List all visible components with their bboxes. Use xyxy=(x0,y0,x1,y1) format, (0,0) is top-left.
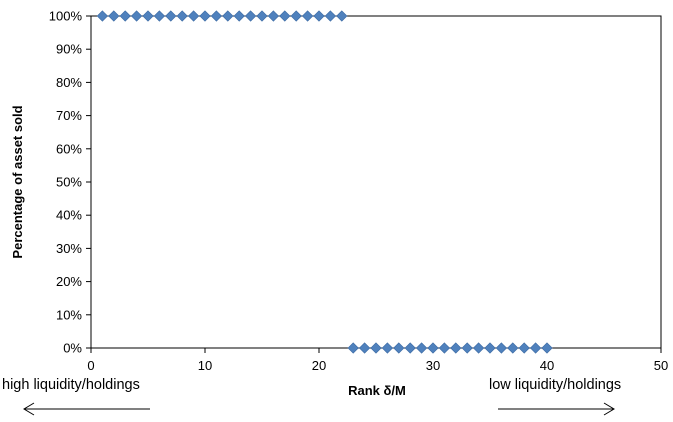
x-tick-label: 10 xyxy=(198,358,212,373)
data-point xyxy=(484,342,496,354)
data-point xyxy=(347,342,359,354)
plot-area xyxy=(90,15,662,349)
y-tick-label: 60% xyxy=(56,141,82,156)
x-tick-label: 50 xyxy=(654,358,668,373)
data-point xyxy=(290,10,302,22)
y-tick-label: 40% xyxy=(56,208,82,223)
data-point xyxy=(142,10,154,22)
data-point xyxy=(450,342,462,354)
data-point xyxy=(472,342,485,354)
data-point xyxy=(495,342,508,354)
y-tick-label: 90% xyxy=(56,42,82,57)
data-point xyxy=(256,10,268,22)
data-point xyxy=(176,10,188,22)
y-tick-label: 0% xyxy=(63,341,82,356)
y-tick-label: 70% xyxy=(56,108,82,123)
y-tick-label: 10% xyxy=(56,307,82,322)
data-point xyxy=(415,342,428,354)
data-point xyxy=(165,10,177,22)
data-point xyxy=(438,342,451,354)
y-tick-label: 30% xyxy=(56,241,82,256)
data-point xyxy=(529,342,542,354)
y-axis-title: Percentage of asset sold xyxy=(10,105,25,258)
data-point xyxy=(313,10,325,22)
y-tick-label: 100% xyxy=(49,9,83,24)
data-point xyxy=(336,10,348,22)
data-point xyxy=(370,342,382,354)
data-point xyxy=(233,10,245,22)
annotation-high-liquidity: high liquidity/holdings xyxy=(2,377,140,393)
x-tick-label: 0 xyxy=(87,358,94,373)
y-tick-label: 50% xyxy=(56,175,82,190)
right-arrow-icon xyxy=(498,402,615,416)
x-tick-label: 20 xyxy=(312,358,326,373)
data-point xyxy=(108,10,120,22)
data-point xyxy=(393,342,405,354)
data-series xyxy=(96,10,553,354)
data-point xyxy=(279,10,291,22)
data-point xyxy=(381,342,394,354)
data-point xyxy=(427,342,439,354)
data-point xyxy=(199,10,211,22)
data-point xyxy=(358,342,371,354)
x-axis-title: Rank δ/M xyxy=(348,383,406,398)
data-point xyxy=(301,10,314,22)
x-axis-ticks: 0 10 20 30 40 50 xyxy=(87,348,668,373)
y-tick-label: 80% xyxy=(56,75,82,90)
left-arrow-icon xyxy=(23,402,150,416)
data-point xyxy=(222,10,234,22)
data-point xyxy=(461,342,473,354)
data-point xyxy=(324,10,337,22)
data-point xyxy=(187,10,200,22)
data-point xyxy=(507,342,519,354)
data-point xyxy=(130,10,143,22)
y-axis-ticks: 0% 10% 20% 30% 40% 50% 60% 70% 80% 90% 100% xyxy=(49,9,91,356)
data-point xyxy=(244,10,257,22)
data-point xyxy=(541,342,553,354)
data-point xyxy=(96,10,109,22)
x-tick-label: 30 xyxy=(426,358,440,373)
data-point xyxy=(210,10,223,22)
annotation-low-liquidity: low liquidity/holdings xyxy=(489,377,621,393)
data-point xyxy=(267,10,280,22)
x-tick-label: 40 xyxy=(540,358,554,373)
data-point xyxy=(518,342,530,354)
y-tick-label: 20% xyxy=(56,274,82,289)
data-point xyxy=(404,342,416,354)
data-point xyxy=(153,10,166,22)
data-point xyxy=(119,10,131,22)
